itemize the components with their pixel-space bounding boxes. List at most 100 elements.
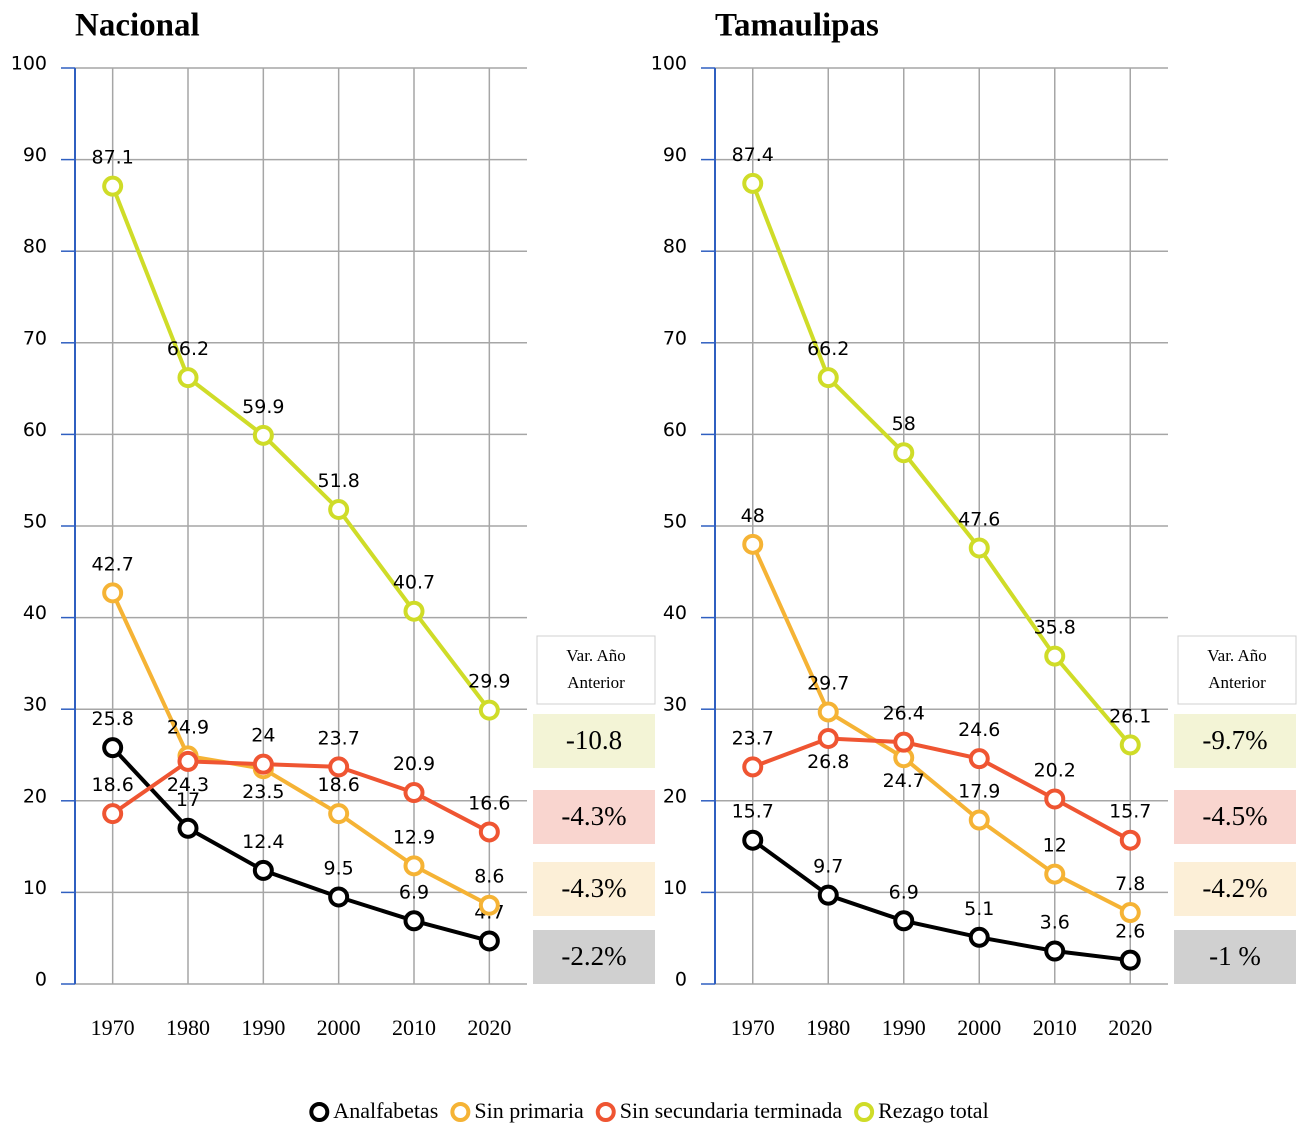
data-label: 17 (176, 789, 200, 811)
data-label: 12.9 (393, 826, 435, 848)
y-tick-label: 70 (23, 327, 47, 349)
data-label: 29.9 (468, 671, 510, 693)
data-label: 42.7 (92, 553, 134, 575)
data-point (102, 803, 124, 825)
legend-label: Sin primaria (474, 1098, 584, 1123)
series-line (110, 185, 491, 712)
data-label: 23.7 (732, 727, 774, 749)
data-point (102, 582, 124, 604)
data-label: 6.9 (889, 881, 919, 903)
data-label: 20.9 (393, 753, 435, 775)
x-tick-label: 2020 (467, 1015, 511, 1040)
data-point (1119, 902, 1141, 924)
data-point (742, 533, 764, 555)
series-line (750, 182, 1132, 747)
data-point (1044, 788, 1066, 810)
series-line (751, 838, 1131, 963)
data-label: 29.7 (807, 672, 849, 694)
data-label: 18.6 (318, 774, 360, 796)
data-point (328, 499, 350, 521)
data-point (893, 731, 915, 753)
data-point (1119, 829, 1141, 851)
data-point (403, 910, 425, 932)
data-point (403, 782, 425, 804)
data-point (817, 701, 839, 723)
data-label: 51.8 (318, 470, 360, 492)
y-tick-label: 80 (663, 236, 687, 258)
var-box-item (1174, 930, 1296, 984)
data-label: 35.8 (1034, 617, 1076, 639)
series-line (111, 759, 491, 834)
var-box-label: -4.3% (561, 801, 626, 831)
data-point (403, 600, 425, 622)
data-point (817, 884, 839, 906)
var-box-title-line: Anterior (567, 673, 625, 692)
y-tick-label: 60 (663, 419, 687, 441)
var-box-label: -2.2% (561, 941, 626, 971)
var-box-label: -9.7% (1202, 725, 1267, 755)
data-label: 26.8 (807, 751, 849, 773)
data-point (177, 817, 199, 839)
data-point (403, 855, 425, 877)
data-point (252, 859, 274, 881)
data-point (102, 175, 124, 197)
y-tick-label: 70 (663, 327, 687, 349)
data-point (478, 894, 500, 916)
y-tick-label: 50 (663, 511, 687, 533)
y-tick-label: 90 (23, 144, 47, 166)
data-point (177, 367, 199, 389)
data-point (817, 728, 839, 750)
y-tick-label: 0 (35, 969, 47, 991)
y-tick-label: 40 (663, 602, 687, 624)
data-label: 15.7 (1109, 801, 1151, 823)
x-tick-label: 2000 (957, 1015, 1001, 1040)
chart-title: Tamaulipas (715, 8, 879, 44)
x-tick-label: 2010 (392, 1015, 436, 1040)
data-label: 25.8 (92, 708, 134, 730)
data-point (968, 537, 990, 559)
data-point (1044, 645, 1066, 667)
data-label: 12 (1043, 835, 1067, 857)
data-label: 24 (251, 725, 275, 747)
var-box-header (1177, 635, 1297, 705)
data-point (252, 424, 274, 446)
data-point (742, 172, 764, 194)
data-point (328, 803, 350, 825)
data-label: 66.2 (167, 338, 209, 360)
data-label: 87.4 (732, 144, 774, 166)
y-tick-label: 100 (651, 53, 687, 75)
var-box-label: -4.5% (1202, 801, 1267, 831)
var-box-item (533, 862, 655, 916)
legend: Analfabetas Sin primaria Sin secundaria te… (309, 1098, 989, 1123)
data-point (893, 910, 915, 932)
data-point (328, 886, 350, 908)
y-tick-label: 0 (675, 969, 687, 991)
var-box-item (1174, 790, 1296, 844)
data-label: 12.4 (242, 831, 284, 853)
legend-label: Sin secundaria terminada (620, 1098, 843, 1123)
data-label: 8.6 (474, 866, 504, 888)
series-line (110, 592, 491, 907)
data-label: 24.9 (167, 716, 209, 738)
data-label: 24.7 (883, 770, 925, 792)
data-point (102, 737, 124, 759)
data-label: 24.6 (958, 719, 1000, 741)
var-box-title-line: Anterior (1208, 673, 1266, 692)
var-box-item (1174, 862, 1296, 916)
legend-label: Analfabetas (333, 1098, 438, 1123)
x-tick-label: 1970 (91, 1015, 135, 1040)
var-box-title-line: Var. Año (566, 646, 626, 665)
data-point (893, 442, 915, 464)
chart-title: Nacional (75, 8, 200, 44)
legend-marker (595, 1102, 616, 1122)
y-tick-label: 40 (23, 602, 47, 624)
data-label: 2.6 (1115, 921, 1145, 943)
data-point (1044, 863, 1066, 885)
data-point (742, 829, 764, 851)
data-point (252, 753, 274, 775)
data-label: 9.5 (324, 857, 354, 879)
data-point (478, 821, 500, 843)
data-label: 5.1 (964, 898, 994, 920)
data-label: 17.9 (958, 781, 1000, 803)
